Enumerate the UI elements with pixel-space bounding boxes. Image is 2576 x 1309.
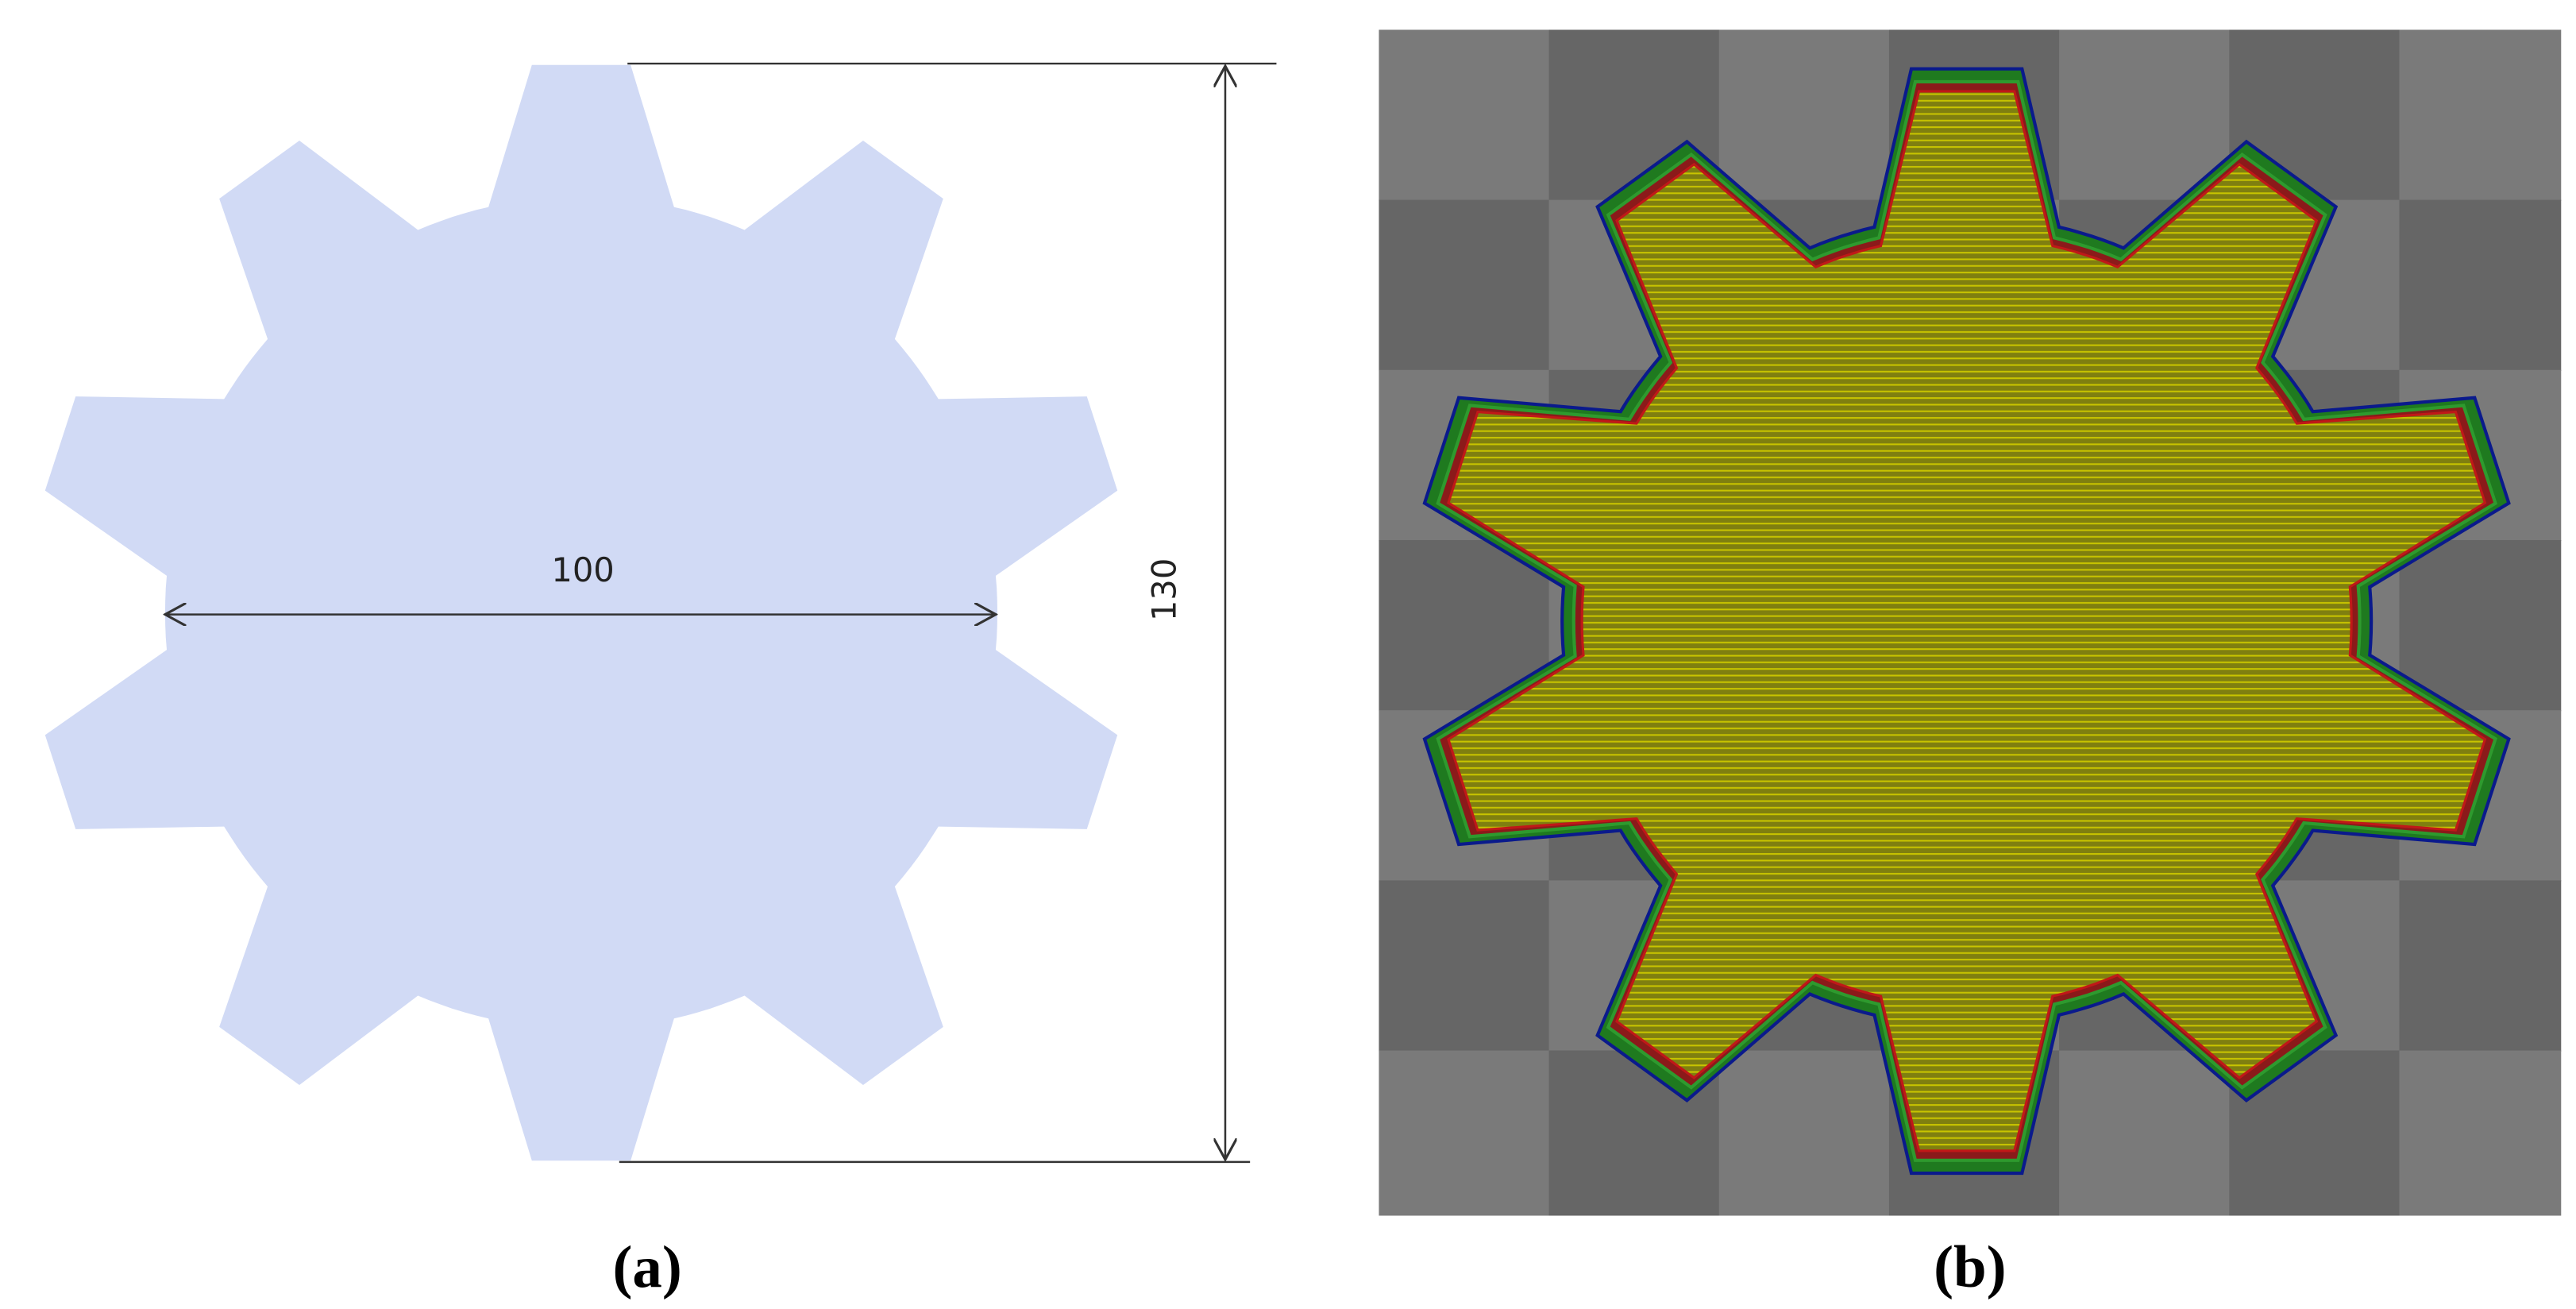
plate-tile: [1718, 1050, 1890, 1216]
plate-tile: [2399, 539, 2562, 712]
height-label: 130: [1145, 558, 1184, 621]
plate-tile: [2059, 29, 2231, 201]
plate-tile: [2399, 199, 2562, 371]
panel-caption: (b): [1934, 1234, 2007, 1300]
panel-caption: (a): [613, 1234, 682, 1300]
plate-tile: [1379, 199, 1550, 371]
sliced-gear: [1422, 67, 2511, 1176]
panel-a: 100 130 (a): [44, 62, 1277, 1300]
plate-tile: [2399, 880, 2562, 1052]
gear-shape: [44, 64, 1118, 1161]
plate-tile: [1718, 29, 1890, 201]
plate-tile: [1379, 29, 1550, 201]
plate-tile: [2399, 29, 2562, 201]
plate-tile: [2399, 1050, 2562, 1216]
plate-tile: [1379, 1050, 1550, 1216]
infill: [1447, 90, 2487, 1153]
plate-tile: [1379, 880, 1550, 1052]
plate-tile: [2059, 1050, 2231, 1216]
width-label: 100: [551, 550, 614, 589]
panel-b: (b): [1379, 29, 2562, 1300]
